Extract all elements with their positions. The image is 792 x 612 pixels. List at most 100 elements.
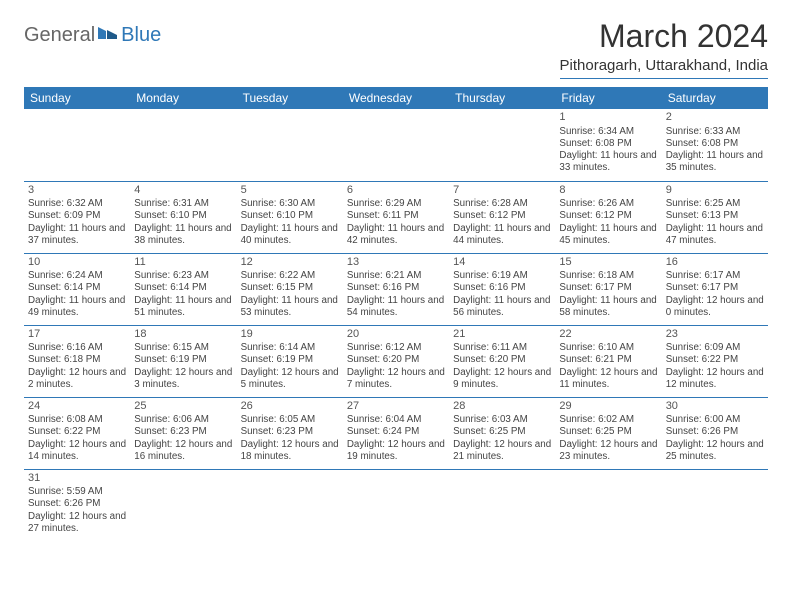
day-header: Wednesday	[343, 87, 449, 109]
calendar-table: SundayMondayTuesdayWednesdayThursdayFrid…	[24, 87, 768, 541]
sunrise-text: Sunrise: 6:11 AM	[453, 342, 551, 354]
sunrise-text: Sunrise: 6:18 AM	[559, 270, 657, 282]
sunrise-text: Sunrise: 6:34 AM	[559, 126, 657, 138]
calendar-cell: 16Sunrise: 6:17 AMSunset: 6:17 PMDayligh…	[662, 253, 768, 325]
calendar-cell	[449, 469, 555, 541]
calendar-cell: 19Sunrise: 6:14 AMSunset: 6:19 PMDayligh…	[237, 325, 343, 397]
daylight-text: Daylight: 12 hours and 16 minutes.	[134, 439, 232, 463]
calendar-cell	[662, 469, 768, 541]
daylight-text: Daylight: 11 hours and 44 minutes.	[453, 223, 551, 247]
sunset-text: Sunset: 6:22 PM	[28, 426, 126, 438]
sunset-text: Sunset: 6:17 PM	[666, 282, 764, 294]
sunset-text: Sunset: 6:15 PM	[241, 282, 339, 294]
sunset-text: Sunset: 6:17 PM	[559, 282, 657, 294]
sunset-text: Sunset: 6:16 PM	[347, 282, 445, 294]
calendar-week-row: 10Sunrise: 6:24 AMSunset: 6:14 PMDayligh…	[24, 253, 768, 325]
calendar-cell: 15Sunrise: 6:18 AMSunset: 6:17 PMDayligh…	[555, 253, 661, 325]
daylight-text: Daylight: 11 hours and 47 minutes.	[666, 223, 764, 247]
day-number: 17	[28, 328, 126, 342]
daylight-text: Daylight: 12 hours and 12 minutes.	[666, 367, 764, 391]
calendar-cell	[237, 109, 343, 181]
calendar-header-row: SundayMondayTuesdayWednesdayThursdayFrid…	[24, 87, 768, 109]
calendar-cell: 14Sunrise: 6:19 AMSunset: 6:16 PMDayligh…	[449, 253, 555, 325]
sunrise-text: Sunrise: 6:28 AM	[453, 198, 551, 210]
day-number: 31	[28, 472, 126, 486]
calendar-cell: 3Sunrise: 6:32 AMSunset: 6:09 PMDaylight…	[24, 181, 130, 253]
calendar-cell: 8Sunrise: 6:26 AMSunset: 6:12 PMDaylight…	[555, 181, 661, 253]
daylight-text: Daylight: 12 hours and 2 minutes.	[28, 367, 126, 391]
sunrise-text: Sunrise: 6:08 AM	[28, 414, 126, 426]
calendar-week-row: 17Sunrise: 6:16 AMSunset: 6:18 PMDayligh…	[24, 325, 768, 397]
sunset-text: Sunset: 6:21 PM	[559, 354, 657, 366]
daylight-text: Daylight: 11 hours and 49 minutes.	[28, 295, 126, 319]
daylight-text: Daylight: 11 hours and 54 minutes.	[347, 295, 445, 319]
sunset-text: Sunset: 6:26 PM	[666, 426, 764, 438]
day-number: 18	[134, 328, 232, 342]
day-number: 6	[347, 184, 445, 198]
calendar-cell: 5Sunrise: 6:30 AMSunset: 6:10 PMDaylight…	[237, 181, 343, 253]
day-number: 8	[559, 184, 657, 198]
calendar-cell: 1Sunrise: 6:34 AMSunset: 6:08 PMDaylight…	[555, 109, 661, 181]
calendar-cell	[130, 109, 236, 181]
sunset-text: Sunset: 6:23 PM	[134, 426, 232, 438]
calendar-cell: 22Sunrise: 6:10 AMSunset: 6:21 PMDayligh…	[555, 325, 661, 397]
sunrise-text: Sunrise: 6:31 AM	[134, 198, 232, 210]
sunrise-text: Sunrise: 6:04 AM	[347, 414, 445, 426]
day-number: 1	[559, 111, 657, 125]
day-number: 30	[666, 400, 764, 414]
sunrise-text: Sunrise: 6:33 AM	[666, 126, 764, 138]
day-number: 19	[241, 328, 339, 342]
calendar-cell: 17Sunrise: 6:16 AMSunset: 6:18 PMDayligh…	[24, 325, 130, 397]
calendar-cell	[130, 469, 236, 541]
day-number: 11	[134, 256, 232, 270]
sunrise-text: Sunrise: 6:02 AM	[559, 414, 657, 426]
calendar-cell: 31Sunrise: 5:59 AMSunset: 6:26 PMDayligh…	[24, 469, 130, 541]
calendar-cell: 7Sunrise: 6:28 AMSunset: 6:12 PMDaylight…	[449, 181, 555, 253]
sunset-text: Sunset: 6:10 PM	[241, 210, 339, 222]
calendar-week-row: 3Sunrise: 6:32 AMSunset: 6:09 PMDaylight…	[24, 181, 768, 253]
sunset-text: Sunset: 6:23 PM	[241, 426, 339, 438]
sunrise-text: Sunrise: 6:17 AM	[666, 270, 764, 282]
calendar-cell: 26Sunrise: 6:05 AMSunset: 6:23 PMDayligh…	[237, 397, 343, 469]
daylight-text: Daylight: 11 hours and 42 minutes.	[347, 223, 445, 247]
calendar-week-row: 31Sunrise: 5:59 AMSunset: 6:26 PMDayligh…	[24, 469, 768, 541]
sunrise-text: Sunrise: 6:15 AM	[134, 342, 232, 354]
location-label: Pithoragarh, Uttarakhand, India	[560, 57, 768, 79]
calendar-cell: 10Sunrise: 6:24 AMSunset: 6:14 PMDayligh…	[24, 253, 130, 325]
sunrise-text: Sunrise: 6:16 AM	[28, 342, 126, 354]
day-header: Tuesday	[237, 87, 343, 109]
sunrise-text: Sunrise: 5:59 AM	[28, 486, 126, 498]
calendar-cell: 25Sunrise: 6:06 AMSunset: 6:23 PMDayligh…	[130, 397, 236, 469]
daylight-text: Daylight: 12 hours and 23 minutes.	[559, 439, 657, 463]
day-number: 29	[559, 400, 657, 414]
title-block: March 2024 Pithoragarh, Uttarakhand, Ind…	[560, 18, 768, 79]
day-number: 7	[453, 184, 551, 198]
day-number: 26	[241, 400, 339, 414]
sunset-text: Sunset: 6:13 PM	[666, 210, 764, 222]
logo-text-blue: Blue	[121, 24, 161, 47]
calendar-cell: 23Sunrise: 6:09 AMSunset: 6:22 PMDayligh…	[662, 325, 768, 397]
sunset-text: Sunset: 6:26 PM	[28, 498, 126, 510]
day-number: 15	[559, 256, 657, 270]
sunrise-text: Sunrise: 6:10 AM	[559, 342, 657, 354]
sunrise-text: Sunrise: 6:30 AM	[241, 198, 339, 210]
sunrise-text: Sunrise: 6:23 AM	[134, 270, 232, 282]
sunrise-text: Sunrise: 6:29 AM	[347, 198, 445, 210]
sunset-text: Sunset: 6:19 PM	[241, 354, 339, 366]
calendar-cell	[449, 109, 555, 181]
day-header: Saturday	[662, 87, 768, 109]
logo: General Blue	[24, 24, 161, 47]
sunset-text: Sunset: 6:20 PM	[347, 354, 445, 366]
sunset-text: Sunset: 6:08 PM	[559, 138, 657, 150]
sunset-text: Sunset: 6:12 PM	[453, 210, 551, 222]
day-number: 12	[241, 256, 339, 270]
sunrise-text: Sunrise: 6:32 AM	[28, 198, 126, 210]
calendar-cell: 4Sunrise: 6:31 AMSunset: 6:10 PMDaylight…	[130, 181, 236, 253]
day-number: 4	[134, 184, 232, 198]
daylight-text: Daylight: 11 hours and 58 minutes.	[559, 295, 657, 319]
daylight-text: Daylight: 12 hours and 5 minutes.	[241, 367, 339, 391]
daylight-text: Daylight: 11 hours and 38 minutes.	[134, 223, 232, 247]
day-number: 25	[134, 400, 232, 414]
sunrise-text: Sunrise: 6:00 AM	[666, 414, 764, 426]
calendar-body: 1Sunrise: 6:34 AMSunset: 6:08 PM Daylight…	[24, 109, 768, 541]
